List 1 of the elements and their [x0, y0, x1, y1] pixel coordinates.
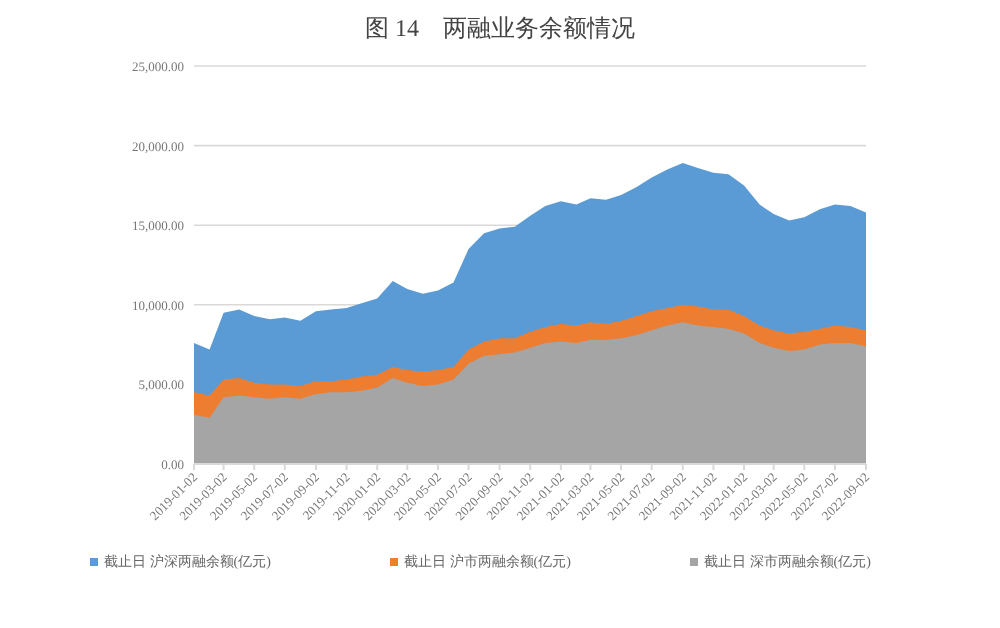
chart-title: 图 14 两融业务余额情况: [365, 14, 635, 42]
